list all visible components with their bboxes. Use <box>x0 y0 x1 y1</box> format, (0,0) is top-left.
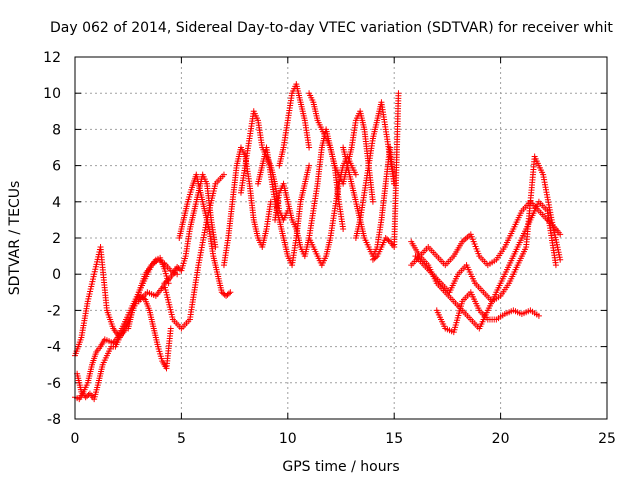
x-tick-label: 15 <box>385 431 403 447</box>
y-tick-label: 0 <box>52 267 61 283</box>
data-point <box>167 325 174 332</box>
data-point <box>557 256 564 263</box>
data-point <box>352 171 359 178</box>
x-tick-label: 25 <box>598 431 616 447</box>
y-tick-label: -8 <box>47 412 61 428</box>
data-point <box>212 244 219 251</box>
data-point <box>552 262 559 269</box>
series-s12 <box>276 81 313 169</box>
x-tick-label: 0 <box>71 431 80 447</box>
data-point <box>557 231 564 238</box>
y-tick-label: 4 <box>52 195 61 211</box>
data-point <box>372 254 379 261</box>
series-s7 <box>176 171 234 299</box>
data-point <box>85 391 92 398</box>
data-point <box>385 237 392 244</box>
y-tick-label: 2 <box>52 231 61 247</box>
data-point <box>395 90 402 97</box>
series-s6 <box>161 171 219 287</box>
series-s18 <box>408 198 564 269</box>
y-tick-label: -4 <box>47 340 61 356</box>
series-s21 <box>433 289 542 336</box>
series-s17 <box>369 90 402 263</box>
data-point <box>369 198 376 205</box>
plot-frame <box>74 56 608 420</box>
data-point <box>225 290 232 297</box>
y-tick-label: 12 <box>43 50 61 66</box>
series-layer <box>72 81 564 403</box>
data-point <box>340 225 347 232</box>
x-tick-label: 20 <box>492 431 510 447</box>
y-tick-label: 6 <box>52 159 61 175</box>
x-axis-label: GPS time / hours <box>282 459 399 475</box>
data-point <box>306 144 313 151</box>
series-s20 <box>412 153 564 305</box>
series-s11 <box>272 126 347 260</box>
y-tick-label: 10 <box>43 86 61 102</box>
data-point <box>164 277 171 284</box>
y-tick-layer: -8 -6 -4 -2 0 2 4 6 8 10 12 <box>43 50 607 428</box>
chart-title: Day 062 of 2014, Sidereal Day-to-day VTE… <box>50 20 613 36</box>
data-point <box>227 289 234 296</box>
data-point <box>306 162 313 169</box>
data-point <box>535 312 542 319</box>
x-tick-label: 5 <box>177 431 186 447</box>
y-tick-label: 8 <box>52 122 61 138</box>
x-tick-label: 10 <box>279 431 297 447</box>
y-tick-label: -6 <box>47 376 61 392</box>
series-s4 <box>125 292 174 372</box>
y-tick-label: -2 <box>47 303 61 319</box>
series-s8 <box>220 144 274 269</box>
x-tick-layer: 0 5 10 15 20 25 <box>71 57 616 447</box>
y-axis-label: SDTVAR / TECUs <box>7 181 23 296</box>
data-point <box>220 171 227 178</box>
series-s13 <box>306 90 376 205</box>
